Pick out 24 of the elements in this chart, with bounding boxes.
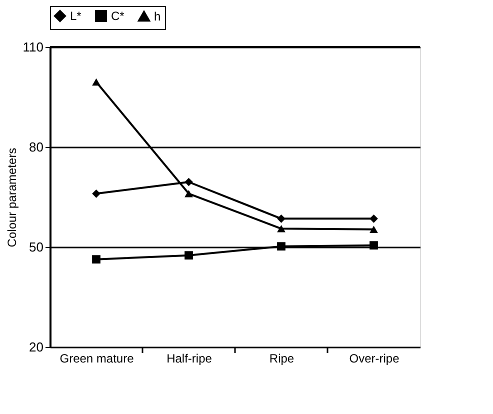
legend-label: L* <box>70 9 82 23</box>
point <box>277 225 286 232</box>
legend-label: h <box>154 9 161 24</box>
y-tick-label: 110 <box>22 40 44 54</box>
y-axis-title: Colour parameters <box>4 148 19 248</box>
y-tick-label: 80 <box>29 140 44 154</box>
x-tick-label: Green mature <box>60 352 134 366</box>
point <box>370 214 378 223</box>
legend-label: C* <box>111 9 125 23</box>
point <box>277 214 286 223</box>
point <box>370 241 378 250</box>
point <box>92 78 100 86</box>
point <box>184 190 193 198</box>
y-tick-label: 50 <box>29 240 44 254</box>
point <box>92 255 100 264</box>
point <box>277 242 286 251</box>
x-tick-label: Ripe <box>269 352 294 366</box>
point <box>370 226 378 233</box>
y-tick-label: 20 <box>29 340 44 354</box>
x-tick-label: Half-ripe <box>166 352 212 366</box>
x-tick-label: Over-ripe <box>349 352 400 366</box>
point <box>92 189 100 198</box>
point <box>184 178 193 186</box>
point <box>184 251 193 260</box>
